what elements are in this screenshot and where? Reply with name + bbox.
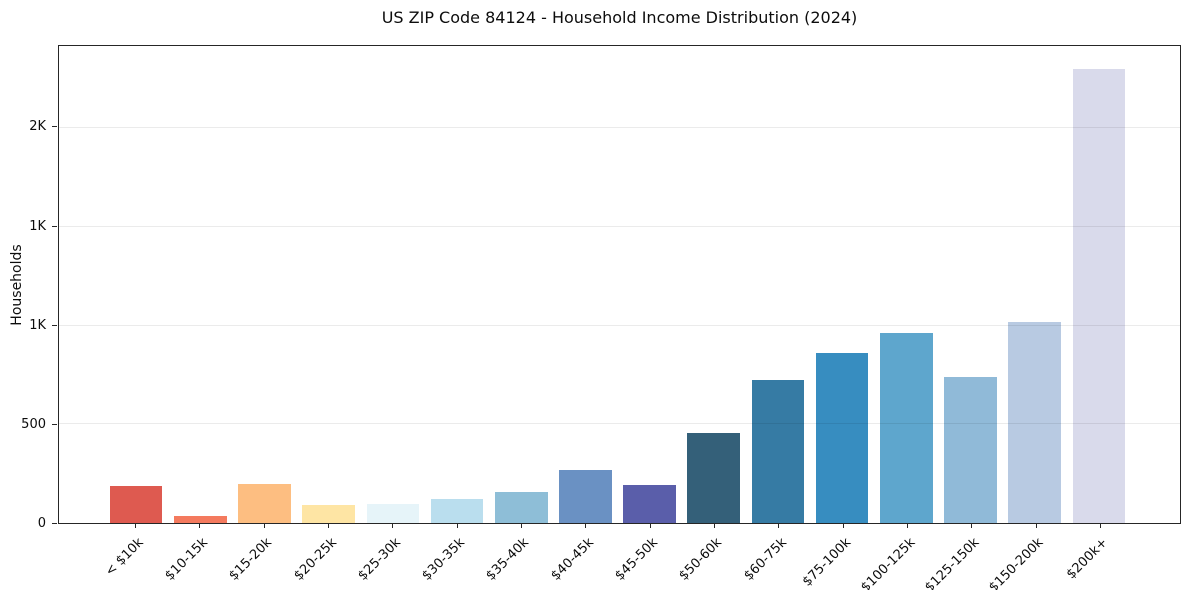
x-tick-mark [263, 524, 265, 528]
x-slot: $75-100k [800, 524, 874, 590]
x-slot: $100-125k [858, 524, 939, 590]
y-tick-label: 2K [29, 119, 46, 135]
bar [238, 483, 291, 523]
x-slot: $200k+ [1064, 524, 1132, 588]
x-axis: < $10k $10-15k $15-20k $20-25k $25-30k $30-35… [58, 524, 1181, 590]
y-tick-mark [52, 423, 57, 425]
bar [173, 515, 227, 523]
x-tick-mark [521, 524, 523, 528]
x-tick-mark [649, 524, 651, 528]
bar-slot [1067, 46, 1131, 523]
x-tick-label: $200k+ [1064, 535, 1112, 583]
x-slot: $30-35k [420, 524, 489, 588]
bar [109, 486, 163, 523]
plot-area [58, 45, 1181, 524]
x-tick-label: < $10k [102, 535, 147, 580]
gridline [59, 126, 1180, 128]
x-slot: $15-20k [227, 524, 296, 588]
x-tick-label: $60-75k [741, 535, 790, 584]
x-tick-mark [842, 524, 844, 528]
bar-slot [489, 46, 553, 523]
bar-slot [425, 46, 489, 523]
x-slot: $60-75k [741, 524, 810, 588]
x-slot: < $10k [102, 524, 167, 588]
x-tick-label: $10-15k [162, 535, 211, 584]
bar [559, 469, 612, 523]
bar-slot [361, 46, 425, 523]
x-tick-label: $25-30k [355, 535, 404, 584]
bar-slot [682, 46, 746, 523]
bar-slot [810, 46, 874, 523]
bar-slot [168, 46, 232, 523]
y-tick-mark [52, 126, 57, 128]
gridline [59, 225, 1180, 227]
x-tick-mark [1035, 524, 1037, 528]
y-tick-label: 1K [29, 317, 46, 333]
bar-slot [104, 46, 168, 523]
bar [751, 379, 805, 523]
x-slot: $10-15k [162, 524, 231, 588]
x-tick-label: $15-20k [226, 535, 276, 584]
x-slot: $25-30k [355, 524, 424, 588]
x-slot: $125-150k [922, 524, 1003, 590]
y-tick-mark [52, 225, 57, 227]
bar [687, 433, 741, 523]
x-tick-label: $40-45k [548, 535, 597, 584]
y-tick-mark [52, 324, 57, 326]
x-slot: $40-45k [548, 524, 617, 588]
chart-title: US ZIP Code 84124 - Household Income Dis… [381, 8, 858, 27]
x-tick-mark [328, 524, 330, 528]
gridline [59, 423, 1180, 425]
x-tick-mark [1099, 524, 1101, 528]
bar [880, 333, 933, 523]
bar [944, 376, 997, 523]
x-tick-mark [971, 524, 973, 528]
x-tick-mark [392, 524, 394, 528]
bar-slot [1003, 46, 1067, 523]
x-tick-mark [456, 524, 458, 528]
bar [1072, 68, 1126, 523]
x-tick-label: $45-50k [612, 535, 661, 584]
x-tick-mark [135, 524, 137, 528]
bar [623, 485, 676, 523]
x-tick-label: $20-25k [290, 535, 340, 584]
x-slot: $50-60k [677, 524, 746, 588]
y-tick-label: 0 [37, 516, 46, 531]
x-tick-mark [199, 524, 201, 528]
y-axis: 0 500 1K 1K 2K [0, 45, 58, 531]
x-slot: $150-200k [987, 524, 1067, 590]
bar-slot [746, 46, 810, 523]
x-tick-label: $30-35k [419, 535, 469, 584]
x-tick-mark [906, 524, 908, 528]
x-slot: $20-25k [291, 524, 360, 588]
x-slot: $35-40k [484, 524, 553, 588]
bar-slot [553, 46, 617, 523]
bar [302, 505, 355, 523]
bar-slot [232, 46, 296, 523]
y-tick-label: 500 [21, 416, 46, 432]
bar-slot [618, 46, 682, 523]
bar [1008, 321, 1062, 523]
x-slot: $45-50k [612, 524, 682, 588]
bar [494, 492, 548, 523]
bar-slot [874, 46, 938, 523]
x-tick-label: $50-60k [676, 535, 726, 584]
bar [815, 353, 869, 523]
bars-layer [59, 46, 1180, 523]
x-tick-mark [585, 524, 587, 528]
bar-slot [938, 46, 1002, 523]
x-tick-mark [778, 524, 780, 528]
bar-slot [297, 46, 361, 523]
gridline [59, 324, 1180, 326]
x-tick-mark [713, 524, 715, 528]
y-tick-label: 1K [29, 218, 46, 234]
y-tick-mark [52, 523, 57, 524]
bar [366, 504, 420, 523]
x-tick-label: $35-40k [483, 535, 533, 584]
bar [430, 498, 484, 523]
